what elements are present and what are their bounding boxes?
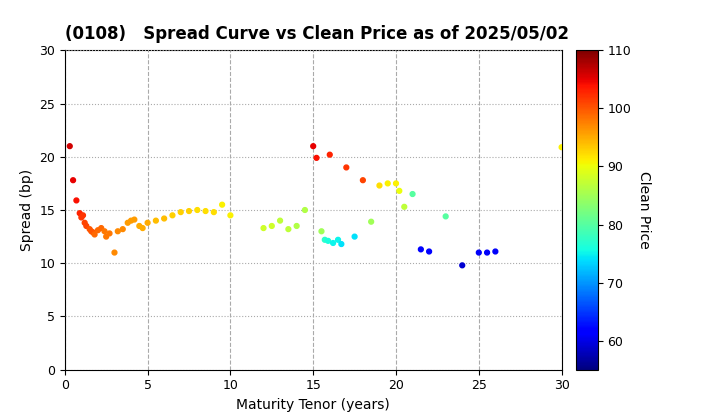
Point (440, 213, 451, 220)
Point (84, 226, 95, 233)
Point (316, 228, 328, 235)
Point (423, 248, 435, 255)
Point (96, 225, 107, 231)
Point (183, 208, 194, 215)
Point (134, 223, 145, 229)
Point (129, 216, 140, 223)
Point (104, 230, 115, 237)
Point (319, 236, 330, 243)
Point (291, 223, 302, 229)
Point (79, 219, 91, 226)
Point (307, 143, 319, 150)
Point (382, 180, 393, 187)
Point (64, 143, 76, 150)
Point (336, 241, 347, 247)
Point (192, 207, 203, 213)
Point (473, 249, 485, 256)
Point (122, 219, 133, 226)
Point (282, 226, 294, 233)
Point (68, 177, 79, 184)
Point (490, 248, 501, 255)
Point (158, 215, 170, 222)
Point (266, 223, 277, 229)
Point (92, 227, 104, 234)
Point (100, 233, 112, 240)
Point (556, 144, 567, 151)
Point (87, 229, 99, 236)
Point (332, 236, 344, 243)
Point (200, 208, 212, 215)
Point (137, 225, 148, 231)
Point (99, 228, 110, 235)
Point (74, 210, 86, 217)
Point (299, 207, 310, 213)
Point (328, 240, 339, 247)
Point (208, 209, 220, 215)
Point (481, 249, 492, 256)
Point (112, 228, 124, 235)
Point (324, 151, 336, 158)
Point (150, 217, 161, 224)
Point (81, 223, 92, 229)
Point (390, 180, 402, 187)
Point (415, 246, 426, 253)
Point (77, 212, 89, 219)
Point (117, 226, 128, 233)
Point (394, 187, 405, 194)
Point (399, 203, 410, 210)
Point (365, 218, 377, 225)
Point (109, 249, 120, 256)
Point (274, 217, 286, 224)
Point (348, 233, 360, 240)
Point (456, 262, 468, 269)
Point (225, 212, 236, 219)
Point (341, 164, 352, 171)
Point (374, 182, 385, 189)
Point (323, 237, 334, 244)
Point (407, 191, 418, 197)
Point (258, 225, 269, 231)
Y-axis label: Clean Price: Clean Price (636, 171, 651, 249)
Point (125, 217, 137, 224)
Point (86, 228, 97, 235)
Point (175, 209, 186, 215)
Text: (0108)   Spread Curve vs Clean Price as of 2025/05/02: (0108) Spread Curve vs Clean Price as of… (65, 25, 569, 43)
Point (71, 197, 82, 204)
Y-axis label: Spread (bp): Spread (bp) (19, 169, 34, 251)
Point (89, 231, 100, 238)
Point (142, 219, 153, 226)
X-axis label: Maturity Tenor (years): Maturity Tenor (years) (236, 398, 390, 412)
Point (216, 201, 228, 208)
Point (311, 155, 323, 161)
Point (167, 212, 179, 219)
Point (357, 177, 369, 184)
Point (76, 214, 87, 221)
